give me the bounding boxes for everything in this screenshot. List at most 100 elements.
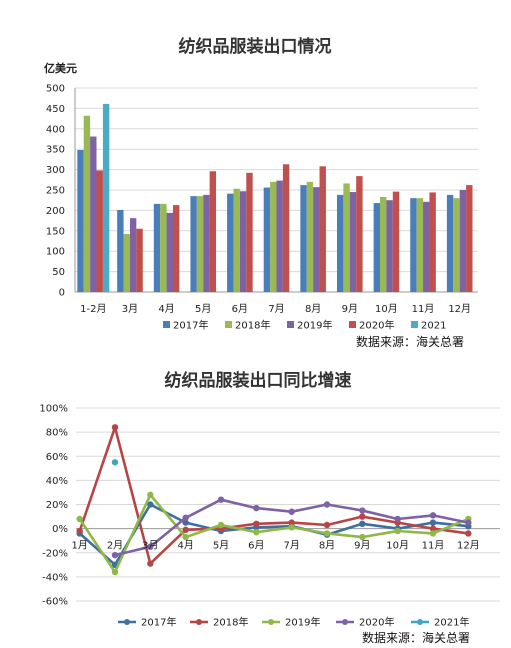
x-tick-label-5: 6月 — [248, 540, 264, 552]
point-2018-6 — [288, 519, 295, 526]
legend-label-2017: 2017年 — [173, 319, 208, 332]
point-2018-8 — [359, 513, 366, 520]
legend-swatch-2020 — [349, 321, 356, 328]
legend-marker-2021 — [417, 619, 423, 625]
bar-2018-2 — [160, 203, 167, 292]
bar-2020-0 — [96, 170, 103, 292]
y-tick-label-150: 150 — [46, 226, 65, 237]
x-tick-label-5: 7月 — [268, 303, 284, 315]
bar-2019-3 — [203, 194, 210, 292]
x-tick-label-9: 10月 — [386, 540, 409, 552]
x-tick-label-1: 2月 — [107, 540, 123, 552]
line-chart-growth-rate: 纺织品服装出口同比增速 100% 80% 60% 40% 20% 0% -20% -40% -6… — [39, 370, 500, 645]
x-tick-label-7: 9月 — [342, 303, 358, 315]
line-chart-title: 纺织品服装出口同比增速 — [165, 370, 352, 391]
bar-2018-7 — [343, 183, 350, 292]
y-tick-label-6: -20% — [42, 548, 68, 559]
bar-2019-2 — [166, 212, 173, 292]
legend-label-2017: 2017年 — [141, 616, 176, 629]
legend-label-2021: 2021 — [421, 321, 446, 332]
bar-2019-10 — [459, 190, 467, 292]
x-tick-label-4: 6月 — [232, 303, 248, 315]
x-tick-label-3: 4月 — [177, 540, 193, 552]
bar-2021-0 — [102, 103, 110, 292]
bar-2020-7 — [356, 176, 363, 292]
y-tick-label-0: 0 — [59, 288, 65, 299]
point-2017-8 — [359, 520, 366, 527]
legend-marker-2017 — [124, 619, 130, 625]
bar-2017-4 — [227, 193, 234, 292]
x-tick-label-8: 9月 — [354, 540, 370, 552]
legend-label-2021: 2021年 — [434, 616, 469, 629]
x-tick-label-10: 11月 — [422, 540, 445, 552]
y-tick-label-7: -40% — [42, 572, 68, 583]
bar-chart-y-unit: 亿美元 — [44, 61, 77, 75]
x-tick-label-10: 12月 — [448, 303, 471, 315]
point-2018-0 — [76, 527, 83, 535]
y-tick-label-2: 60% — [46, 452, 68, 463]
line-chart-legend: 2017年 2018年 2019年 2020年 2021年 — [118, 616, 469, 629]
bar-2017-1 — [117, 209, 124, 292]
y-tick-label-3: 40% — [46, 476, 68, 487]
y-tick-label-400: 400 — [46, 124, 65, 135]
bar-2019-0 — [90, 136, 97, 292]
y-tick-label-5: 0% — [52, 524, 68, 535]
point-2021-1 — [111, 459, 119, 466]
y-tick-label-8: -60% — [42, 597, 68, 608]
bar-2018-3 — [196, 196, 204, 292]
x-tick-label-2: 3月 — [142, 540, 158, 552]
bar-2017-10 — [446, 194, 454, 292]
bar-2017-0 — [77, 150, 84, 292]
bar-chart-export-value: 纺织品服装出口情况 亿美元 0 50 100 150 200 250 300 350 400 45… — [44, 36, 478, 349]
line-2017 — [78, 503, 469, 567]
point-2019-10 — [429, 530, 437, 537]
x-tick-label-11: 12月 — [457, 540, 480, 552]
y-tick-label-4: 20% — [46, 500, 68, 511]
bar-2018-8 — [380, 196, 387, 292]
point-2020-1 — [111, 551, 119, 559]
bar-2019-7 — [349, 192, 357, 292]
bar-2020-8 — [392, 191, 400, 292]
y-tick-label-450: 450 — [46, 104, 65, 115]
y-tick-label-100: 100 — [46, 247, 65, 258]
line-chart-y-ticks: 100% 80% 60% 40% 20% 0% -20% -40% -60% — [39, 404, 68, 608]
bar-chart-y-ticks: 0 50 100 150 200 250 300 350 400 450 500 — [46, 84, 65, 299]
bar-chart-x-ticks: 1-2月 3月 4月 5月 6月 7月 8月 9月 10月 11月 12月 — [80, 303, 471, 315]
point-2019-8 — [359, 533, 366, 541]
point-2019-9 — [394, 527, 401, 535]
line-chart-source: 数据来源：海关总署 — [362, 630, 470, 645]
bar-chart-title: 纺织品服装出口情况 — [179, 36, 332, 57]
line-2019 — [78, 493, 469, 574]
point-2019-6 — [288, 524, 295, 531]
y-tick-label-500: 500 — [46, 84, 65, 95]
legend-marker-2019 — [268, 619, 274, 625]
bar-2017-5 — [263, 187, 271, 292]
point-2017-2 — [147, 501, 154, 508]
x-tick-label-0: 1-2月 — [80, 303, 106, 315]
x-tick-label-6: 8月 — [305, 303, 321, 315]
y-tick-label-1: 80% — [46, 428, 68, 439]
bar-2019-4 — [239, 191, 247, 292]
point-2018-2 — [147, 560, 154, 567]
bar-2017-9 — [410, 198, 417, 292]
point-2019-2 — [147, 491, 154, 499]
point-2020-6 — [288, 508, 295, 515]
x-tick-label-6: 7月 — [283, 540, 299, 552]
bar-2017-3 — [190, 196, 197, 292]
x-tick-label-2: 4月 — [158, 303, 174, 315]
point-2020-8 — [359, 507, 366, 514]
bar-2018-5 — [270, 181, 277, 292]
bar-2020-4 — [246, 172, 253, 292]
y-tick-label-200: 200 — [46, 206, 65, 217]
line-chart-gridlines — [76, 407, 500, 602]
point-2017-3 — [182, 519, 189, 526]
bar-chart-legend: 2017年 2018年 2019年 2020年 2021 — [163, 319, 446, 332]
legend-label-2020: 2020年 — [359, 319, 394, 332]
point-2018-1 — [111, 424, 119, 431]
legend-marker-2018 — [196, 619, 202, 625]
point-2019-0 — [76, 515, 83, 523]
x-tick-label-7: 8月 — [319, 540, 335, 552]
bar-2020-9 — [429, 192, 436, 292]
point-2020-9 — [394, 515, 401, 523]
bar-2018-1 — [123, 234, 130, 292]
